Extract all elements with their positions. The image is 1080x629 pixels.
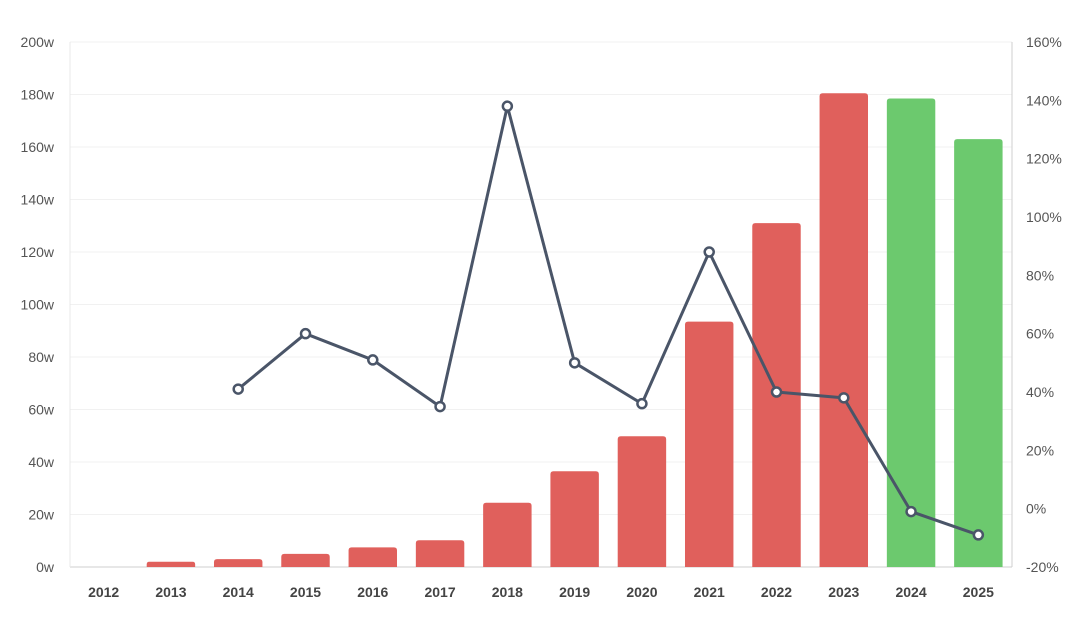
bar-2015 bbox=[281, 553, 330, 567]
right-tick-label: 20% bbox=[1026, 442, 1054, 458]
left-tick-label: 160w bbox=[21, 139, 55, 155]
right-tick-label: 160% bbox=[1026, 34, 1062, 50]
bar-2014 bbox=[213, 559, 263, 567]
bar-2021 bbox=[684, 321, 734, 567]
right-tick-label: 40% bbox=[1026, 384, 1054, 400]
category-label: 2022 bbox=[761, 584, 792, 600]
right-tick-label: 80% bbox=[1026, 267, 1054, 283]
category-label: 2017 bbox=[424, 584, 455, 600]
bar-series bbox=[146, 93, 1003, 567]
point-2017 bbox=[434, 400, 446, 413]
left-axis-ticks: 0w 20w 40w 60w 80w 100w 120w 140w 160w 180w 200w bbox=[21, 34, 55, 575]
bar-2016 bbox=[348, 547, 398, 567]
left-tick-label: 100w bbox=[21, 297, 55, 313]
bar-2013 bbox=[146, 561, 196, 567]
point-2014 bbox=[232, 383, 244, 395]
category-label: 2019 bbox=[559, 584, 590, 600]
left-tick-label: 140w bbox=[21, 192, 55, 208]
left-tick-label: 40w bbox=[28, 454, 55, 470]
left-tick-label: 60w bbox=[28, 402, 55, 418]
point-2021 bbox=[703, 246, 715, 258]
category-label: 2025 bbox=[963, 584, 994, 600]
bar-2017 bbox=[415, 540, 465, 567]
right-tick-label: 0% bbox=[1026, 501, 1046, 517]
left-tick-label: 20w bbox=[28, 507, 55, 523]
left-tick-label: 80w bbox=[28, 349, 55, 365]
right-tick-label: 140% bbox=[1026, 92, 1062, 108]
point-2016 bbox=[367, 354, 379, 366]
bar-2023 bbox=[819, 93, 869, 567]
left-tick-label: 120w bbox=[21, 244, 55, 260]
category-label: 2024 bbox=[895, 584, 926, 600]
bar-2019 bbox=[550, 471, 599, 567]
right-tick-label: 60% bbox=[1026, 326, 1054, 342]
point-2015 bbox=[299, 327, 312, 340]
bar-2025 bbox=[954, 139, 1003, 567]
point-2019 bbox=[568, 357, 581, 369]
right-tick-label: 120% bbox=[1026, 151, 1062, 167]
category-label: 2018 bbox=[492, 584, 523, 600]
bar-2024 bbox=[886, 98, 936, 567]
category-label: 2016 bbox=[357, 584, 388, 600]
point-2024 bbox=[905, 505, 917, 518]
line-series bbox=[232, 100, 985, 541]
category-label: 2012 bbox=[88, 584, 119, 600]
grid-lines bbox=[70, 41, 1012, 515]
category-label: 2015 bbox=[290, 584, 321, 600]
point-2023 bbox=[838, 392, 850, 404]
category-label: 2013 bbox=[155, 584, 186, 600]
category-label: 2020 bbox=[626, 584, 657, 600]
category-axis-labels: 2012 2013 2014 2015 2016 2017 2018 2019 2020 2021… bbox=[88, 584, 994, 600]
right-axis-ticks: -20% 0% 20% 40% 60% 80% 100% 120% 140% 160% bbox=[1026, 34, 1062, 575]
bar-2020 bbox=[617, 436, 667, 567]
category-label: 2014 bbox=[223, 584, 254, 600]
bar-2018 bbox=[483, 502, 532, 567]
point-2022 bbox=[770, 386, 783, 398]
category-label: 2023 bbox=[828, 584, 859, 600]
left-tick-label: 200w bbox=[21, 34, 55, 50]
point-2020 bbox=[636, 397, 648, 410]
right-tick-label: -20% bbox=[1026, 559, 1059, 575]
category-label: 2021 bbox=[694, 584, 725, 600]
right-tick-label: 100% bbox=[1026, 209, 1062, 225]
growth-line bbox=[237, 104, 979, 537]
point-2018 bbox=[501, 100, 514, 112]
left-tick-label: 180w bbox=[21, 87, 55, 103]
left-tick-label: 0w bbox=[36, 559, 55, 575]
point-2025 bbox=[972, 529, 985, 541]
